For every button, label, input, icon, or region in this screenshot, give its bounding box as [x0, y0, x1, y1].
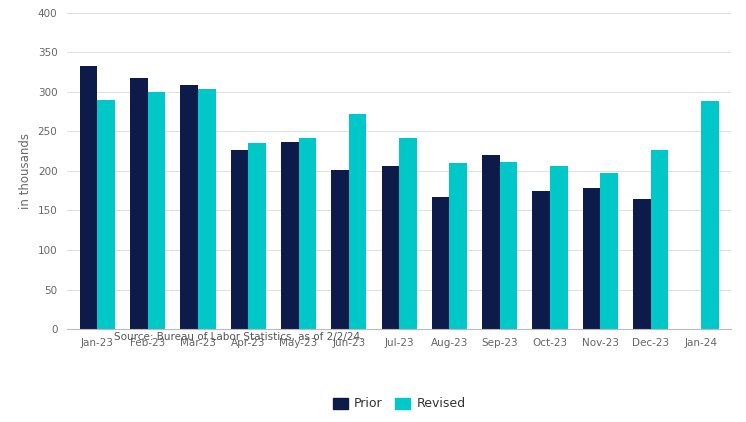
Bar	[633, 199, 651, 329]
Bar	[248, 143, 266, 329]
Bar	[181, 85, 198, 329]
Bar	[583, 187, 601, 329]
Bar	[281, 142, 298, 329]
Bar	[651, 150, 668, 329]
Bar	[601, 173, 618, 329]
Bar	[231, 150, 248, 329]
Bar	[148, 92, 165, 329]
Bar	[482, 155, 500, 329]
Bar	[533, 192, 550, 329]
Bar	[550, 166, 568, 329]
Bar	[198, 89, 216, 329]
Bar	[80, 66, 97, 329]
Bar	[130, 78, 148, 329]
Bar	[97, 100, 115, 329]
Bar	[298, 138, 316, 329]
Bar	[399, 138, 417, 329]
Legend: Prior, Revised: Prior, Revised	[327, 392, 471, 415]
Bar	[701, 101, 718, 329]
Bar	[432, 197, 449, 329]
Bar	[500, 162, 517, 329]
Bar	[349, 114, 366, 329]
Bar	[381, 166, 399, 329]
Bar	[449, 163, 467, 329]
Y-axis label: in thousands: in thousands	[19, 133, 32, 209]
Text: Source: Bureau of Labor Statistics, as of 2/2/24.: Source: Bureau of Labor Statistics, as o…	[113, 332, 363, 342]
Bar	[331, 170, 349, 329]
